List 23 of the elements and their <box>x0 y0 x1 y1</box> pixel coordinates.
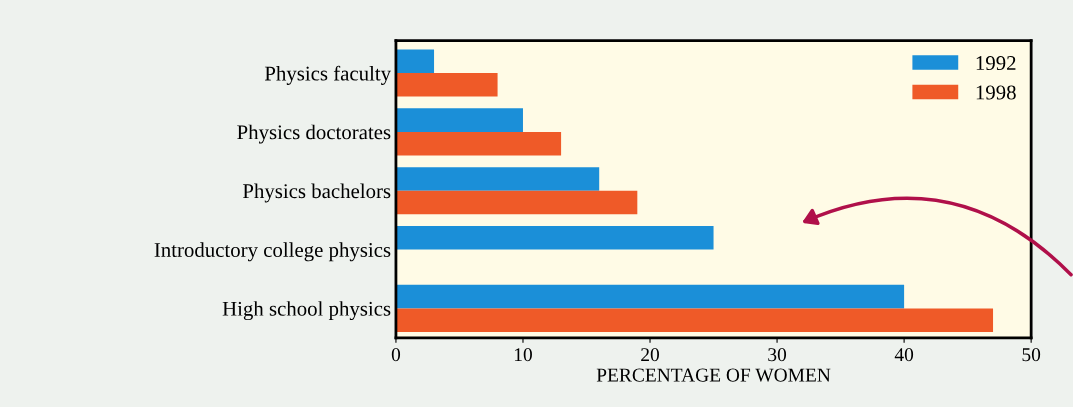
x-tick-label: 10 <box>514 348 532 362</box>
y-tick-label: Physics bachelors <box>242 183 391 203</box>
x-tick-label: 0 <box>391 348 401 362</box>
bar <box>395 108 523 132</box>
bar <box>395 308 994 332</box>
x-tick-label: 30 <box>768 348 787 362</box>
y-tick-label: Physics doctorates <box>237 124 391 144</box>
bar <box>395 226 714 250</box>
x-tick-label: 40 <box>894 348 914 362</box>
bar <box>395 284 905 309</box>
x-axis-title: PERCENTAGE OF WOMEN <box>596 368 831 382</box>
bar <box>395 131 562 156</box>
y-tick-label: Physics faculty <box>264 65 391 85</box>
x-tick-label: 20 <box>641 348 659 362</box>
legend-label: 1992 <box>976 56 1016 71</box>
bar <box>395 190 638 215</box>
y-tick-label: Introductory college physics <box>154 242 391 262</box>
bar <box>395 167 600 191</box>
bar <box>395 73 498 97</box>
y-tick-label: High school physics <box>222 301 391 321</box>
x-tick-label: 50 <box>1022 348 1041 362</box>
bar <box>395 49 435 74</box>
legend-label: 1998 <box>976 85 1016 100</box>
